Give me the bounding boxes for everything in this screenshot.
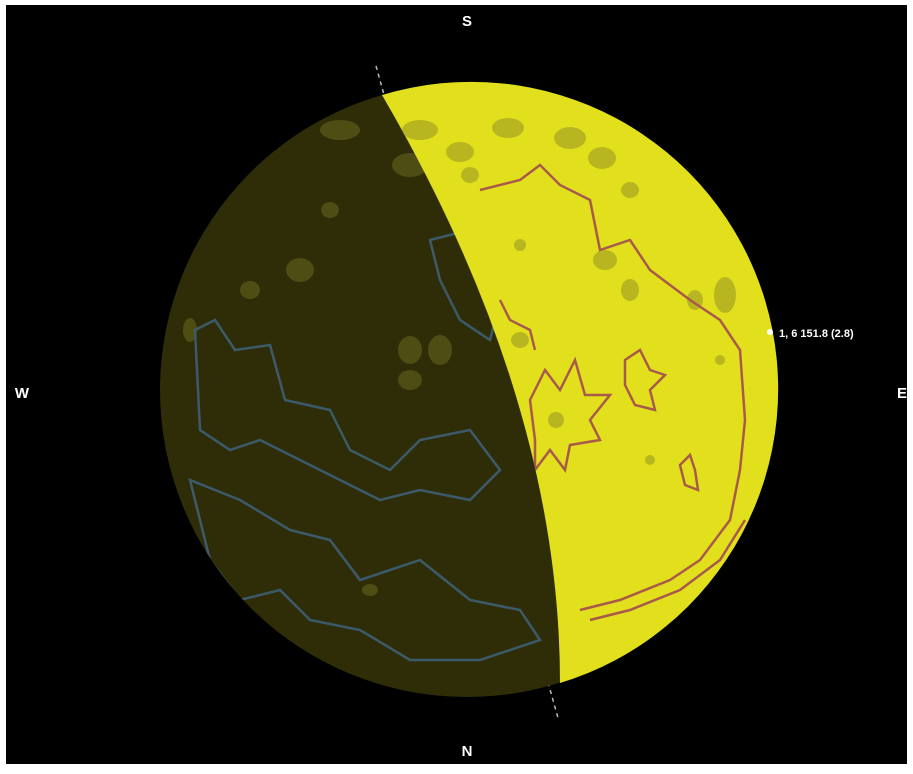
compass-left: W	[15, 385, 30, 402]
moon	[160, 81, 779, 697]
compass-right: E	[897, 385, 907, 402]
marker-label: 1, 6 151.8 (2.8)	[779, 328, 854, 340]
lit-features	[402, 118, 747, 622]
compass-bottom: N	[462, 743, 473, 760]
dark-craters	[183, 120, 452, 596]
compass-top: S	[462, 13, 472, 30]
moon-lit-side	[382, 81, 779, 683]
marker-point	[767, 329, 773, 335]
